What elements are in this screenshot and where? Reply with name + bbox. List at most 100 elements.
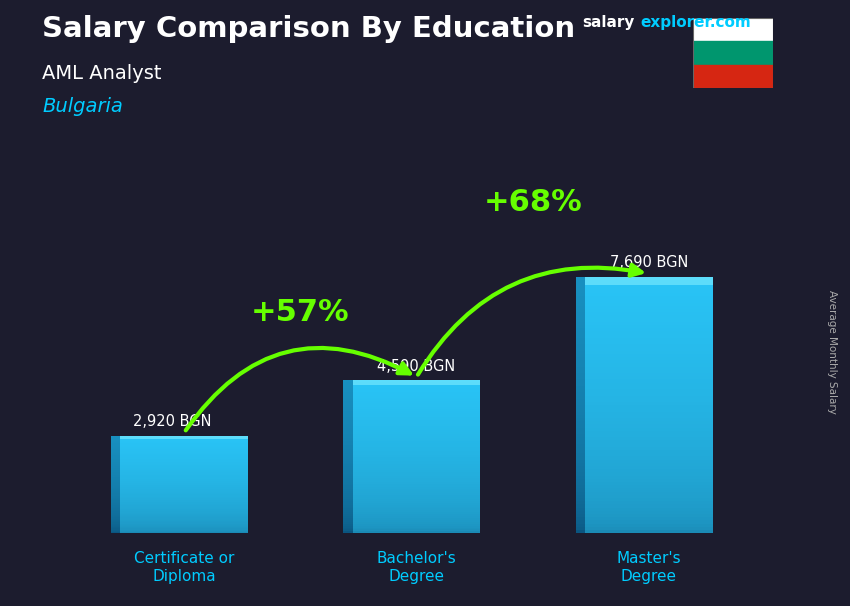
Bar <box>111 528 120 530</box>
Bar <box>120 481 248 482</box>
Bar <box>343 493 353 495</box>
Bar <box>585 511 712 514</box>
Text: Bachelor's
Degree: Bachelor's Degree <box>377 551 456 584</box>
Bar <box>343 508 353 510</box>
Bar <box>120 448 248 449</box>
Bar <box>343 422 353 424</box>
Bar <box>343 489 353 491</box>
Bar <box>585 299 712 302</box>
Bar <box>353 485 480 487</box>
Bar <box>343 464 353 467</box>
Bar <box>353 482 480 484</box>
Bar <box>343 499 353 501</box>
Bar <box>353 480 480 482</box>
Bar <box>585 312 712 315</box>
Bar <box>585 344 712 347</box>
Bar <box>575 411 585 415</box>
Bar <box>111 516 120 518</box>
Bar <box>353 407 480 409</box>
Bar <box>353 493 480 495</box>
Bar <box>585 376 712 379</box>
Bar <box>120 516 248 518</box>
Bar <box>353 447 480 449</box>
Bar <box>575 373 585 376</box>
Bar <box>575 424 585 428</box>
Bar <box>120 493 248 494</box>
Bar <box>575 482 585 485</box>
Bar <box>111 476 120 478</box>
Bar <box>111 488 120 490</box>
Bar <box>120 455 248 457</box>
Bar <box>353 525 480 528</box>
Bar <box>575 469 585 473</box>
Bar <box>111 518 120 519</box>
Bar <box>585 437 712 441</box>
Bar <box>343 424 353 426</box>
Bar <box>120 445 248 447</box>
Bar <box>353 502 480 505</box>
Bar <box>585 293 712 296</box>
Bar <box>111 491 120 492</box>
Bar <box>575 354 585 357</box>
Bar <box>343 484 353 485</box>
Bar <box>353 462 480 464</box>
Bar <box>120 524 248 525</box>
Text: +57%: +57% <box>251 298 349 327</box>
Bar <box>585 495 712 498</box>
Bar <box>343 512 353 514</box>
Bar <box>585 389 712 392</box>
Bar <box>585 396 712 399</box>
Bar <box>575 501 585 504</box>
Bar <box>353 388 480 390</box>
Bar <box>575 312 585 315</box>
Bar <box>343 466 353 468</box>
Bar <box>111 492 120 493</box>
Bar <box>353 421 480 422</box>
Bar <box>575 498 585 501</box>
Bar <box>111 468 120 469</box>
Bar <box>120 520 248 521</box>
Bar <box>343 451 353 453</box>
Bar <box>120 497 248 498</box>
Bar <box>111 503 120 504</box>
Bar <box>111 486 120 487</box>
Bar <box>353 381 480 385</box>
Bar <box>111 513 120 514</box>
Bar <box>343 527 353 530</box>
Bar <box>353 472 480 474</box>
Bar <box>111 499 120 501</box>
Bar <box>575 437 585 441</box>
Bar <box>575 530 585 533</box>
Bar <box>111 441 120 442</box>
Bar <box>353 514 480 516</box>
Bar <box>585 521 712 524</box>
Bar <box>120 490 248 491</box>
Bar <box>111 501 120 502</box>
Bar <box>343 428 353 430</box>
Bar <box>343 409 353 411</box>
Bar <box>111 453 120 454</box>
Bar <box>585 364 712 367</box>
Bar <box>585 411 712 415</box>
Bar <box>353 507 480 508</box>
Bar <box>353 439 480 442</box>
Bar <box>585 277 712 280</box>
Bar <box>575 280 585 284</box>
Bar <box>111 493 120 494</box>
Bar <box>575 357 585 361</box>
Bar <box>343 419 353 421</box>
Bar <box>111 443 120 444</box>
Bar <box>585 296 712 299</box>
Bar <box>343 462 353 464</box>
Bar <box>575 290 585 293</box>
Bar <box>120 456 248 458</box>
Bar <box>585 456 712 459</box>
Bar <box>353 491 480 493</box>
Bar <box>585 482 712 485</box>
Bar <box>575 328 585 331</box>
Text: Average Monthly Salary: Average Monthly Salary <box>827 290 837 413</box>
Bar <box>585 501 712 504</box>
Bar <box>353 444 480 445</box>
Bar <box>353 530 480 531</box>
Bar <box>120 470 248 471</box>
